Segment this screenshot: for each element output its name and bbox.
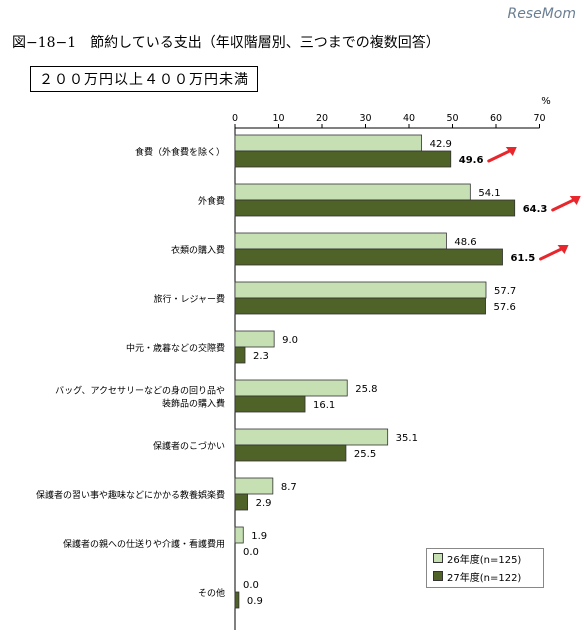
bar-2014 [234,477,274,495]
category-label: 中元・歳暮などの交際費 [126,342,225,354]
legend-item-2015: 27年度(n=122) [427,567,543,585]
data-label-2014: 25.8 [355,384,377,395]
bar-2014 [234,330,275,348]
category-label: バッグ、アクセサリーなどの身の回り品や [55,385,225,397]
data-label-2014: 9.0 [282,335,298,346]
bar-2014 [234,281,487,299]
x-tick-label: 40 [403,113,415,124]
data-label-2014: 8.7 [281,482,297,493]
bar-2015 [234,248,503,266]
data-label-2015: 16.1 [313,400,335,411]
bar-2014 [234,428,389,446]
data-label-2015: 25.5 [354,449,376,460]
legend-label-2015: 27年度(n=122) [447,572,522,584]
bar-2014 [234,134,423,152]
bar-2015 [234,395,306,413]
data-label-2015: 2.3 [253,351,269,362]
legend-item-2014: 26年度(n=125) [427,549,543,567]
x-tick-label: 30 [359,113,371,124]
category-label: 食費（外食費を除く） [135,146,225,158]
data-label-2015: 61.5 [511,253,536,264]
data-label-2015: 57.6 [494,302,516,313]
bar-2015 [234,591,240,609]
x-tick-label: 60 [490,113,502,124]
category-label: 外食費 [198,195,225,207]
category-label: 保護者の習い事や趣味などにかかる教養娯楽費 [36,489,225,501]
category-label: その他 [198,587,225,599]
bar-2015 [234,444,347,462]
data-label-2014: 42.9 [430,139,452,150]
category-label: 衣類の購入費 [171,244,225,256]
bar-2014 [234,232,447,250]
bar-2015 [234,150,452,168]
bar-2015 [234,199,516,217]
x-tick-label: 20 [316,113,328,124]
data-label-2014: 35.1 [396,433,418,444]
x-tick-label: 70 [533,113,545,124]
bar-2014 [234,183,471,201]
category-label: 装飾品の購入費 [162,398,225,410]
x-tick-label: 0 [232,113,238,124]
bar-2015 [234,346,246,364]
data-label-2014: 54.1 [478,188,500,199]
data-label-2014: 48.6 [454,237,476,248]
bar-2015 [234,297,486,315]
data-label-2014: 57.7 [494,286,516,297]
category-label: 旅行・レジャー費 [153,293,225,305]
legend-swatch-2014 [433,553,443,563]
x-tick-label: 10 [272,113,284,124]
bar-2014 [234,379,348,397]
bar-2015 [234,493,249,511]
legend-label-2014: 26年度(n=125) [447,554,522,566]
bar-2014 [234,526,244,544]
data-label-2014: 1.9 [251,531,267,542]
data-label-2014: 0.0 [243,580,259,591]
x-tick-label: 50 [446,113,458,124]
trend-arrowhead-icon [569,196,581,205]
trend-arrowhead-icon [505,147,517,156]
data-label-2015: 49.6 [459,155,484,166]
data-label-2015: 2.9 [256,498,272,509]
watermark: ReseMom [507,6,576,22]
data-label-2015: 64.3 [523,204,548,215]
legend-swatch-2015 [433,571,443,581]
unit-label: % [541,96,551,107]
category-label: 保護者の親への仕送りや介護・看護費用 [63,538,225,550]
chart-subtitle: ２００万円以上４００万円未満 [30,66,258,92]
data-label-2015: 0.0 [243,547,259,558]
data-label-2015: 0.9 [247,596,263,607]
trend-arrowhead-icon [557,245,569,254]
figure-title: 図−18−1 節約している支出（年収階層別、三つまでの複数回答） [12,35,440,51]
legend: 26年度(n=125) 27年度(n=122) [426,548,544,588]
category-label: 保護者のこづかい [153,440,225,452]
